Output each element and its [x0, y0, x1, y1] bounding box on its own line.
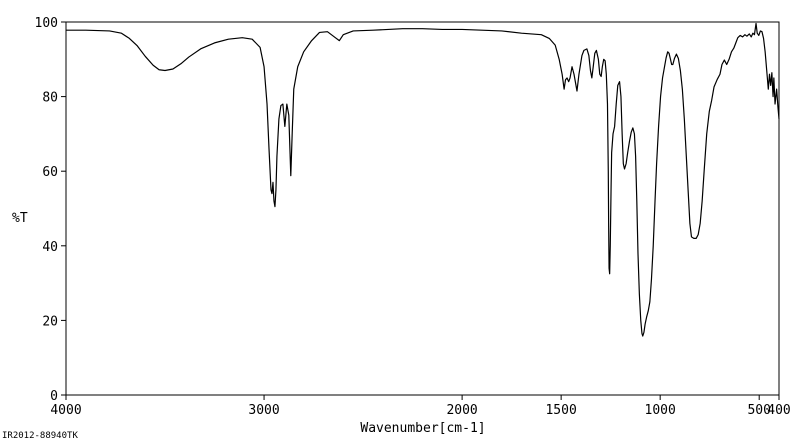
y-axis-label: %T [12, 211, 28, 226]
x-tick-label: 1000 [645, 403, 676, 418]
x-tick-label: 500 [747, 403, 770, 418]
y-tick-label: 80 [42, 91, 58, 106]
y-tick-label: 0 [50, 389, 58, 404]
spectrum-line [66, 22, 780, 337]
x-tick-label: 3000 [248, 403, 279, 418]
plot-frame [65, 21, 780, 396]
y-axis-ticks: 0 20 40 60 80 100 [35, 16, 66, 404]
y-tick-label: 60 [42, 165, 58, 180]
y-tick-label: 40 [42, 240, 58, 255]
y-tick-label: 100 [35, 16, 58, 31]
sample-id-annotation: IR2012-88940TK [2, 431, 78, 441]
x-tick-label: 2000 [446, 403, 477, 418]
x-tick-label: 400 [767, 403, 790, 418]
x-tick-label: 1500 [545, 403, 576, 418]
x-tick-label: 4000 [50, 403, 81, 418]
y-tick-label: 20 [42, 314, 58, 329]
x-axis-label: Wavenumber[cm-1] [360, 421, 485, 436]
